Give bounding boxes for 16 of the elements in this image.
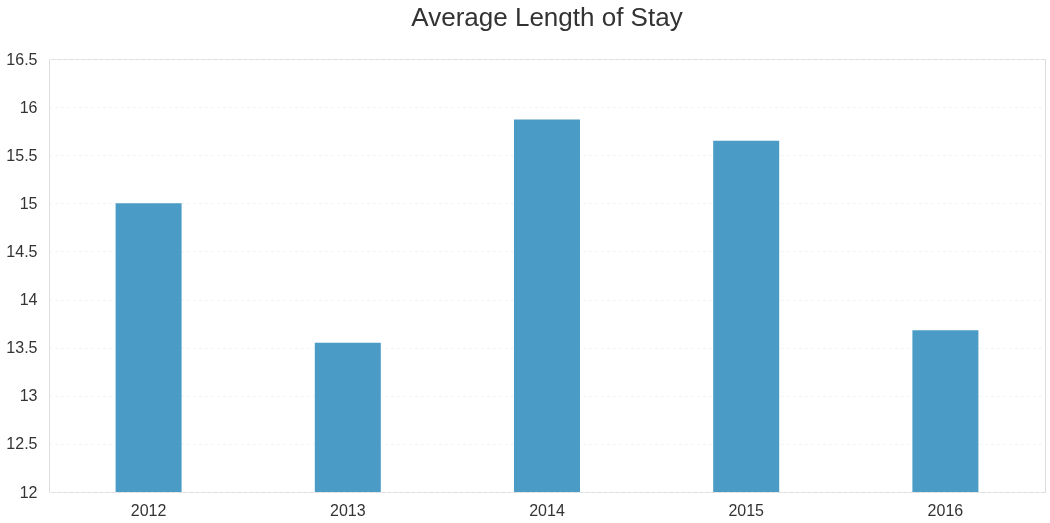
x-tick-label: 2013 <box>330 501 366 519</box>
y-tick-label: 14 <box>19 291 38 309</box>
x-tick-label: 2012 <box>130 501 167 519</box>
x-tick-label: 2015 <box>728 501 765 519</box>
y-tick-label: 12 <box>19 483 38 501</box>
y-tick-label: 14.5 <box>6 242 38 260</box>
y-tick-label: 15.5 <box>6 146 38 164</box>
y-tick-label: 12.5 <box>6 435 38 453</box>
y-tick-label: 16 <box>19 98 38 116</box>
y-tick-label: 16.5 <box>6 50 38 68</box>
y-tick-label: 15 <box>19 194 38 212</box>
chart-title: Average Length of Stay <box>411 2 683 32</box>
y-tick-label: 13 <box>19 387 38 405</box>
y-tick-label: 13.5 <box>6 339 38 357</box>
x-tick-label: 2014 <box>529 501 565 519</box>
x-tick-label: 2016 <box>927 501 964 519</box>
